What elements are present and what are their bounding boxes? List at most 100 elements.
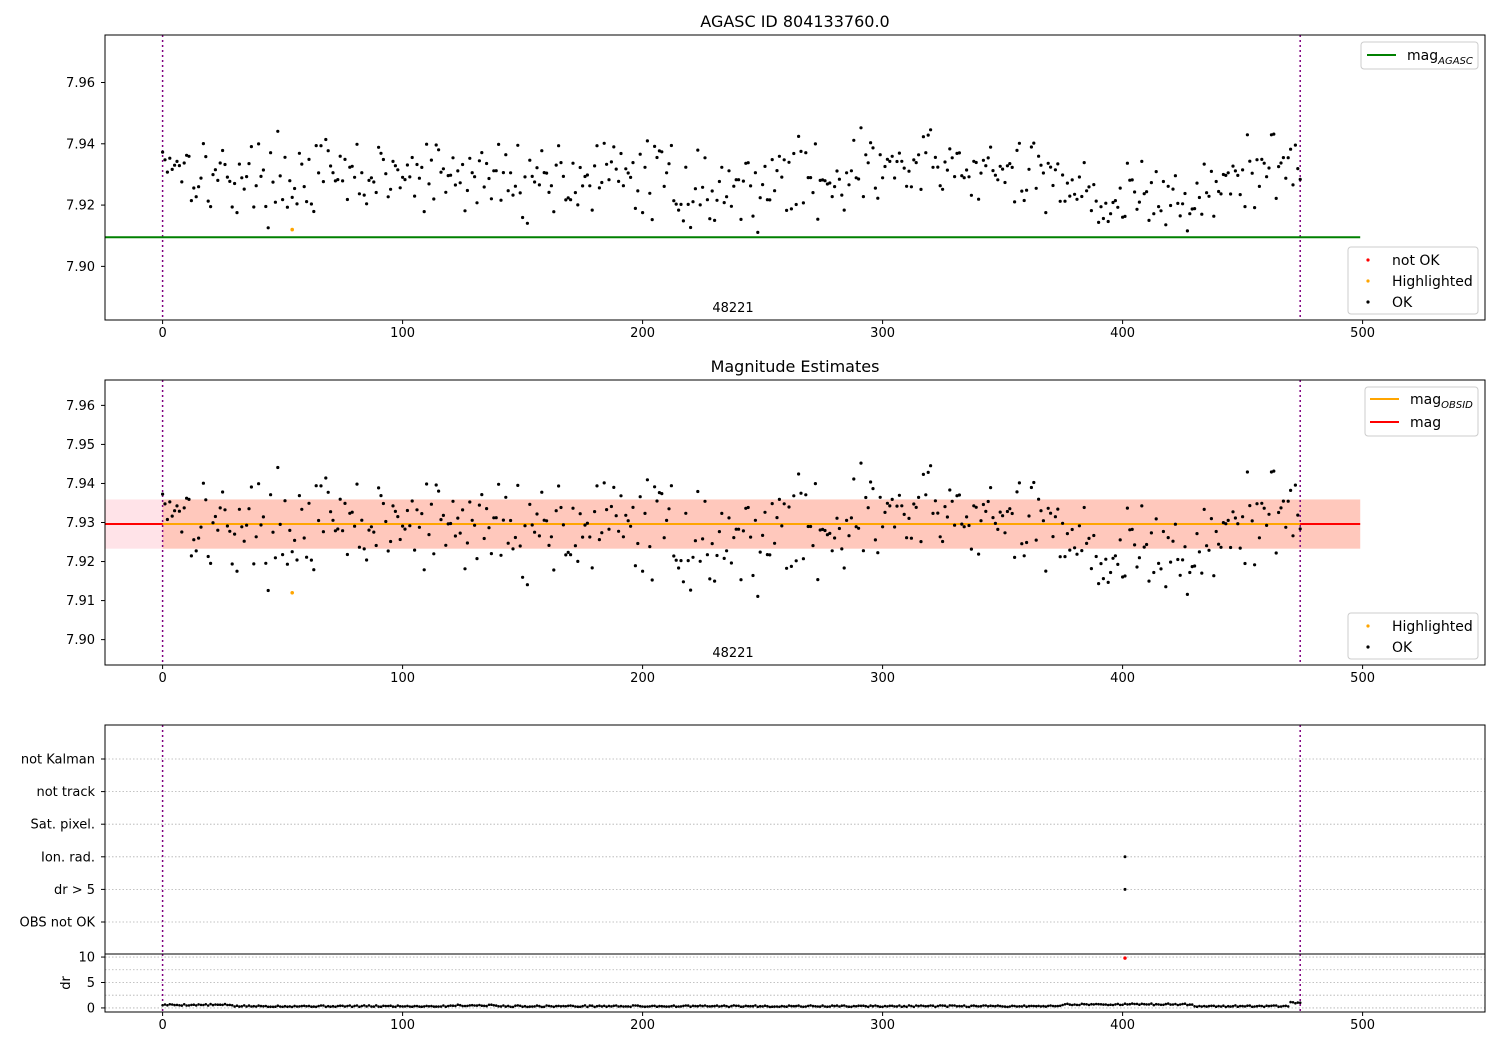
middle-ok-point [1181,558,1185,562]
middle-ok-point [986,499,990,504]
top-ok-point [794,202,798,207]
top-xtick-label: 500 [1350,326,1375,341]
middle-ok-point [182,506,186,510]
middle-ok-point [953,523,957,527]
middle-ok-point [355,482,359,486]
dr-point [326,1004,330,1008]
middle-ok-point [173,509,177,513]
middle-ok-point [228,529,232,533]
dr-point [686,1004,690,1007]
dr-point [869,1004,872,1007]
middle-ok-point [1140,504,1144,508]
dr-point [790,1004,793,1008]
middle-ok-point [638,495,642,499]
top-ok-point [1046,161,1050,165]
dr-point [336,1004,340,1008]
dr-point [271,1005,275,1009]
legend-status-markers-middle: Highlighted OK [1347,612,1479,660]
dr-point [588,1004,592,1007]
dr-point [958,1004,961,1008]
dr-axis-label: dr [59,976,74,990]
dr-point [883,1004,887,1008]
dr-point [514,1004,517,1007]
top-ok-point [1241,168,1245,172]
dr-point [173,1003,176,1007]
middle-ok-point [876,551,880,555]
middle-ok-point [473,523,477,527]
middle-ok-point [1010,511,1014,516]
middle-ok-point [533,530,537,534]
dr-point [634,1004,637,1007]
middle-ok-point [396,515,400,519]
middle-ok-point [621,535,626,539]
middle-ok-point [547,543,551,548]
middle-ok-point [362,547,366,551]
middle-ok-point [1176,557,1180,562]
dr-point [737,1004,740,1008]
top-ok-point [1051,183,1055,188]
dr-point [298,1005,301,1008]
middle-ok-point [372,530,376,534]
dr-ytick-label: 10 [78,951,95,966]
middle-ok-point [710,542,714,546]
middle-ok-point [528,502,532,506]
top-ok-point [919,187,923,191]
middle-ok-point [302,536,306,540]
legend-label-mag-obsid: magOBSID [1410,392,1473,411]
dr-point [365,1005,368,1008]
middle-ok-point [1267,512,1271,516]
middle-ytick-label: 7.94 [66,477,95,492]
flags-category-label: dr > 5 [54,883,95,898]
top-ok-point [1233,169,1237,173]
middle-ok-point [223,508,227,512]
middle-ok-point [902,512,906,517]
dr-point [1056,1004,1060,1008]
dr-point [1030,1004,1033,1008]
top-ok-point [247,162,251,166]
dr-point [1294,1002,1297,1005]
dr-point [463,1004,467,1008]
middle-highlighted-point [290,590,295,595]
top-ok-point [1041,171,1045,175]
top-ok-point [377,145,381,149]
dr-point [578,1005,582,1009]
middle-ok-point [398,537,402,542]
axes-frame-top [104,34,1486,321]
top-ok-point [948,147,952,151]
middle-ok-point [770,502,774,506]
dr-point [859,1004,863,1008]
dr-point [814,1005,817,1008]
top-ok-point [1135,207,1139,211]
top-ok-point [686,202,690,206]
middle-ok-point [425,482,429,486]
middle-ok-point [482,536,486,541]
top-ok-point [876,196,880,200]
top-ok-point [197,185,201,189]
dr-point [1109,1003,1112,1006]
middle-ok-point [777,497,782,501]
top-ok-point [643,165,647,169]
middle-ok-point [1041,519,1045,523]
dr-point [785,1005,788,1008]
dr-point [919,1004,923,1007]
dr-point [946,1005,949,1009]
middle-ok-point [259,523,263,527]
top-ok-point [1034,186,1038,190]
middle-ok-point [309,558,313,562]
dr-point [1104,1003,1108,1006]
middle-ok-point [1164,585,1168,589]
dr-point [907,1004,911,1007]
middle-ok-point [1236,522,1240,526]
top-ok-point [698,203,702,207]
top-ytick-label: 7.90 [66,260,95,275]
middle-ok-point [602,481,606,485]
top-ok-point [607,178,611,182]
middle-ok-point [840,547,844,551]
top-ok-point [578,165,582,170]
top-ok-point [590,208,594,212]
middle-ok-point [857,526,861,530]
top-ok-point [761,183,765,187]
top-ok-point [461,162,465,167]
middle-ok-point [489,552,493,556]
dr-point [710,1004,714,1008]
